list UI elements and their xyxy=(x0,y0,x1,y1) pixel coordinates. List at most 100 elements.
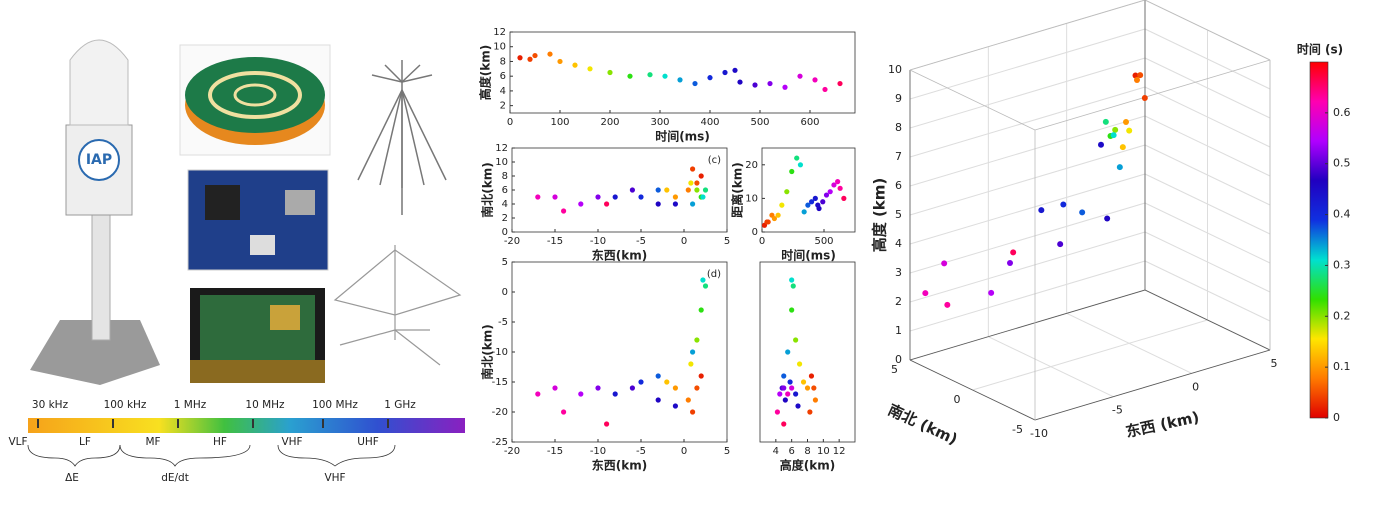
data-point xyxy=(781,421,787,427)
data-point xyxy=(694,180,700,186)
z-tick-label: 7 xyxy=(895,150,902,163)
band-label: MF xyxy=(145,436,160,448)
data-point xyxy=(722,69,728,76)
data-point xyxy=(988,289,995,296)
x-tick-label: 0 xyxy=(681,446,687,457)
data-point xyxy=(690,349,696,355)
data-point xyxy=(578,201,584,207)
x-axis-label: 高度(km) xyxy=(780,458,835,473)
x-tick-label: 6 xyxy=(788,446,794,457)
data-point xyxy=(561,208,567,214)
data-point xyxy=(732,67,738,73)
group-label: VHF xyxy=(324,472,345,484)
group-label: dE/dt xyxy=(161,472,189,484)
y-tick-label: -25 xyxy=(492,437,508,448)
data-point xyxy=(561,409,567,415)
data-point xyxy=(835,179,841,185)
box-edge xyxy=(909,0,1146,71)
y-tick-label: -10 xyxy=(492,347,508,358)
data-point xyxy=(532,52,538,59)
data-point xyxy=(595,385,601,391)
data-point xyxy=(812,397,819,403)
data-point xyxy=(782,397,788,403)
data-point xyxy=(672,194,679,200)
grid-line xyxy=(909,173,1146,245)
data-point xyxy=(604,421,610,427)
data-point xyxy=(629,385,636,391)
y-tick-label: 4 xyxy=(502,199,508,210)
data-point xyxy=(1116,164,1123,171)
data-point xyxy=(781,385,787,391)
x-tick-label: -20 xyxy=(504,446,520,457)
data-point xyxy=(837,80,843,87)
grid-line xyxy=(909,28,1146,100)
data-point xyxy=(698,307,704,313)
y-tick-label: 0 xyxy=(502,287,508,298)
data-point xyxy=(707,75,713,81)
data-point xyxy=(672,201,679,207)
data-point xyxy=(797,73,803,79)
colorbar-tick-label: 0.2 xyxy=(1333,309,1351,322)
box-edge xyxy=(1034,349,1271,421)
x-axis-label: 时间(ms) xyxy=(655,129,710,144)
data-point xyxy=(784,189,790,195)
data-point xyxy=(552,194,558,200)
band-label: VHF xyxy=(281,436,302,448)
data-point xyxy=(1057,241,1064,248)
x-tick-label: -15 xyxy=(547,446,563,457)
x-tick-label: -5 xyxy=(636,446,646,457)
data-point xyxy=(578,391,584,397)
x-tick-label: -10 xyxy=(590,446,606,457)
data-point xyxy=(557,58,563,65)
discone-antenna xyxy=(357,60,447,215)
x-tick-label: 300 xyxy=(650,117,669,128)
data-point xyxy=(627,73,633,79)
y-tick-label: 0 xyxy=(954,393,961,406)
frequency-label: 10 MHz xyxy=(245,399,285,411)
frequency-label: 100 kHz xyxy=(104,399,147,411)
data-point xyxy=(808,373,815,379)
z-tick-label: 0 xyxy=(895,353,902,366)
brace xyxy=(27,444,121,467)
x-tick-label: 500 xyxy=(814,236,833,247)
data-point xyxy=(795,403,801,409)
data-point xyxy=(1060,201,1067,208)
data-point xyxy=(1079,209,1086,216)
box-edge xyxy=(1144,289,1271,351)
x-tick-label: 5 xyxy=(1271,357,1278,370)
data-point xyxy=(1007,260,1013,266)
data-point xyxy=(804,385,811,391)
y-tick-label: 10 xyxy=(495,157,508,168)
data-point xyxy=(694,337,700,343)
data-point xyxy=(1137,72,1144,79)
x-tick-label: 5 xyxy=(724,236,730,247)
grid-line xyxy=(909,144,1146,216)
data-point xyxy=(698,373,704,379)
x-axis-label: 东西(km) xyxy=(592,458,647,473)
data-point xyxy=(690,166,696,172)
data-point xyxy=(1141,94,1148,101)
grid-line xyxy=(909,86,1146,158)
data-point xyxy=(793,337,799,343)
data-point xyxy=(702,187,709,193)
data-point xyxy=(831,182,837,188)
y-tick-label: 5 xyxy=(891,363,898,376)
grid-line xyxy=(909,202,1146,274)
z-tick-label: 2 xyxy=(895,295,902,308)
colorbar-tick-label: 0 xyxy=(1333,411,1340,424)
y-tick-label: -5 xyxy=(1012,423,1023,436)
data-point xyxy=(789,385,795,391)
y-tick-label: 0 xyxy=(502,227,508,238)
data-point xyxy=(655,187,661,193)
z-tick-label: 5 xyxy=(895,208,902,221)
y-tick-label: 2 xyxy=(500,101,506,112)
box-edge xyxy=(1144,0,1271,61)
grid-line xyxy=(909,57,1146,129)
grid-line xyxy=(972,319,1208,391)
data-point xyxy=(595,194,601,200)
frequency-label: 1 GHz xyxy=(384,399,416,411)
data-point xyxy=(1112,126,1119,133)
colorbar-tick-label: 0.4 xyxy=(1333,208,1351,221)
grid-line xyxy=(909,231,1146,303)
z-tick-label: 3 xyxy=(895,266,902,279)
